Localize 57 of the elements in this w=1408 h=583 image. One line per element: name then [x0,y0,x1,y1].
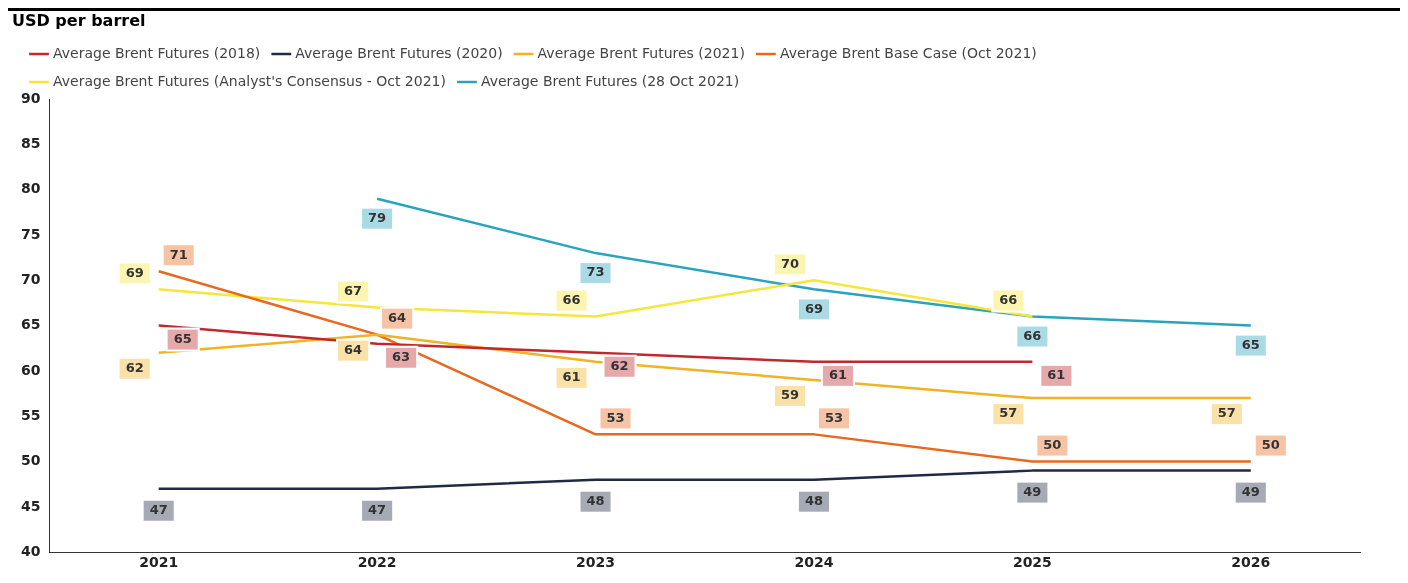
x-tick-label: 2024 [794,554,834,571]
y-tick-label: 50 [21,452,41,469]
y-tick-label: 70 [21,270,41,287]
x-tick-label: 2021 [139,554,179,571]
data-label: 62 [610,358,629,374]
y-tick-label: 90 [21,89,41,106]
data-label: 61 [562,369,581,385]
legend-label: Average Brent Futures (2018) [53,44,261,61]
data-label: 69 [125,264,144,280]
y-tick-label: 65 [21,316,41,333]
data-label: 49 [1023,484,1042,499]
data-label: 57 [1217,405,1236,421]
data-label: 48 [804,493,823,509]
legend-label: Average Brent Futures (2021) [537,44,745,61]
data-label: 64 [344,342,363,358]
data-label: 53 [606,409,625,425]
legend-label: Average Brent Futures (Analyst's Consensus - Oct 2021) [53,72,446,89]
data-label: 66 [999,291,1018,307]
data-label: 62 [125,360,144,376]
data-label: 57 [999,405,1018,421]
data-label: 71 [169,246,188,262]
data-label: 67 [344,282,363,298]
data-label: 70 [780,255,799,271]
data-label: 59 [780,387,799,403]
y-tick-label: 45 [21,497,41,514]
data-label: 48 [586,493,605,509]
y-tick-label: 60 [21,361,41,378]
y-tick-label: 75 [21,225,41,242]
data-label: 69 [804,300,823,316]
x-tick-label: 2026 [1231,554,1271,571]
data-label: 66 [1023,327,1042,343]
y-tick-label: 40 [21,542,41,559]
x-tick-label: 2022 [357,554,397,571]
data-label: 61 [1047,367,1066,383]
legend-label: Average Brent Base Case (Oct 2021) [779,44,1037,61]
x-tick-label: 2025 [1012,554,1052,571]
data-label: 73 [586,264,605,280]
data-label: 49 [1241,484,1260,499]
data-label: 50 [1043,436,1062,452]
y-axis-title: USD per barrel [8,8,1400,33]
data-label: 50 [1261,436,1280,452]
data-label: 47 [149,502,168,518]
data-label: 64 [388,310,407,326]
data-label: 63 [392,349,411,365]
legend-label: Average Brent Futures (2020) [295,44,503,61]
data-label: 79 [368,210,387,226]
y-tick-label: 55 [21,406,41,423]
y-tick-label: 80 [21,180,41,197]
data-label: 65 [1241,336,1260,352]
data-label: 61 [828,367,847,383]
y-tick-label: 85 [21,134,41,151]
legend-label: Average Brent Futures (28 Oct 2021) [480,72,740,89]
data-label: 66 [562,291,581,307]
x-tick-label: 2023 [576,554,616,571]
data-label: 47 [368,502,387,518]
data-label: 65 [173,330,192,346]
data-label: 53 [824,409,843,425]
